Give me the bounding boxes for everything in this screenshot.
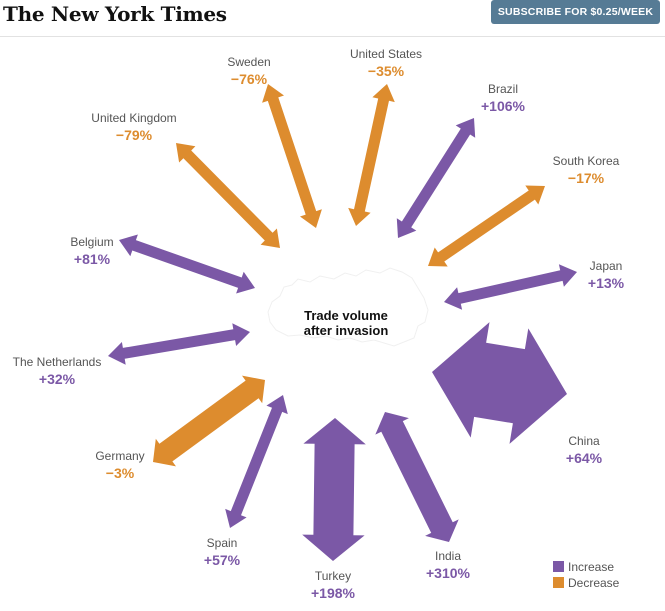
label-country-the-netherlands: The Netherlands (13, 355, 102, 369)
label-change-south-korea: −17% (568, 170, 605, 186)
label-change-sweden: −76% (231, 71, 268, 87)
arrow-china (432, 322, 567, 444)
label-change-brazil: +106% (481, 98, 526, 114)
arrow-united-states (348, 84, 395, 226)
arrow-india (375, 412, 459, 542)
arrow-belgium (119, 234, 255, 294)
label-country-spain: Spain (207, 536, 238, 550)
label-change-germany: −3% (106, 465, 135, 481)
legend-decrease-label: Decrease (568, 576, 620, 590)
label-country-united-kingdom: United Kingdom (91, 111, 176, 125)
legend-increase-label: Increase (568, 560, 614, 574)
label-change-united-states: −35% (368, 63, 405, 79)
label-country-sweden: Sweden (227, 55, 270, 69)
label-country-japan: Japan (590, 259, 623, 273)
arrow-united-kingdom (176, 143, 280, 248)
label-change-the-netherlands: +32% (39, 371, 76, 387)
arrow-the-netherlands (108, 323, 250, 365)
russia-map (267, 267, 429, 347)
arrow-japan (444, 264, 577, 310)
label-change-china: +64% (566, 450, 603, 466)
label-change-united-kingdom: −79% (116, 127, 153, 143)
label-change-japan: +13% (588, 275, 625, 291)
nyt-logo[interactable]: The New York Times (3, 2, 227, 26)
label-change-spain: +57% (204, 552, 241, 568)
arrow-brazil (396, 118, 476, 238)
arrow-sweden (262, 84, 322, 228)
label-country-south-korea: South Korea (553, 154, 620, 168)
center-label-line1: Trade volume (304, 308, 388, 323)
label-country-united-states: United States (350, 47, 422, 61)
header: The New York Times SUBSCRIBE FOR $0.25/W… (0, 0, 665, 37)
arrow-south-korea (428, 185, 545, 267)
legend-decrease-swatch (553, 577, 564, 588)
label-country-belgium: Belgium (70, 235, 113, 249)
arrow-germany (153, 375, 265, 467)
legend-increase-swatch (553, 561, 564, 572)
label-change-india: +310% (426, 565, 471, 581)
label-country-germany: Germany (95, 449, 144, 463)
russia-map-shape (267, 267, 429, 347)
label-country-brazil: Brazil (488, 82, 518, 96)
center-label-line2: after invasion (304, 323, 389, 338)
label-change-turkey: +198% (311, 585, 356, 601)
arrow-turkey (302, 418, 366, 561)
label-country-turkey: Turkey (315, 569, 351, 583)
legend: Increase Decrease (553, 560, 620, 590)
label-country-china: China (568, 434, 600, 448)
label-change-belgium: +81% (74, 251, 111, 267)
label-country-india: India (435, 549, 461, 563)
subscribe-button[interactable]: SUBSCRIBE FOR $0.25/WEEK (491, 0, 660, 24)
arrow-spain (225, 395, 288, 528)
